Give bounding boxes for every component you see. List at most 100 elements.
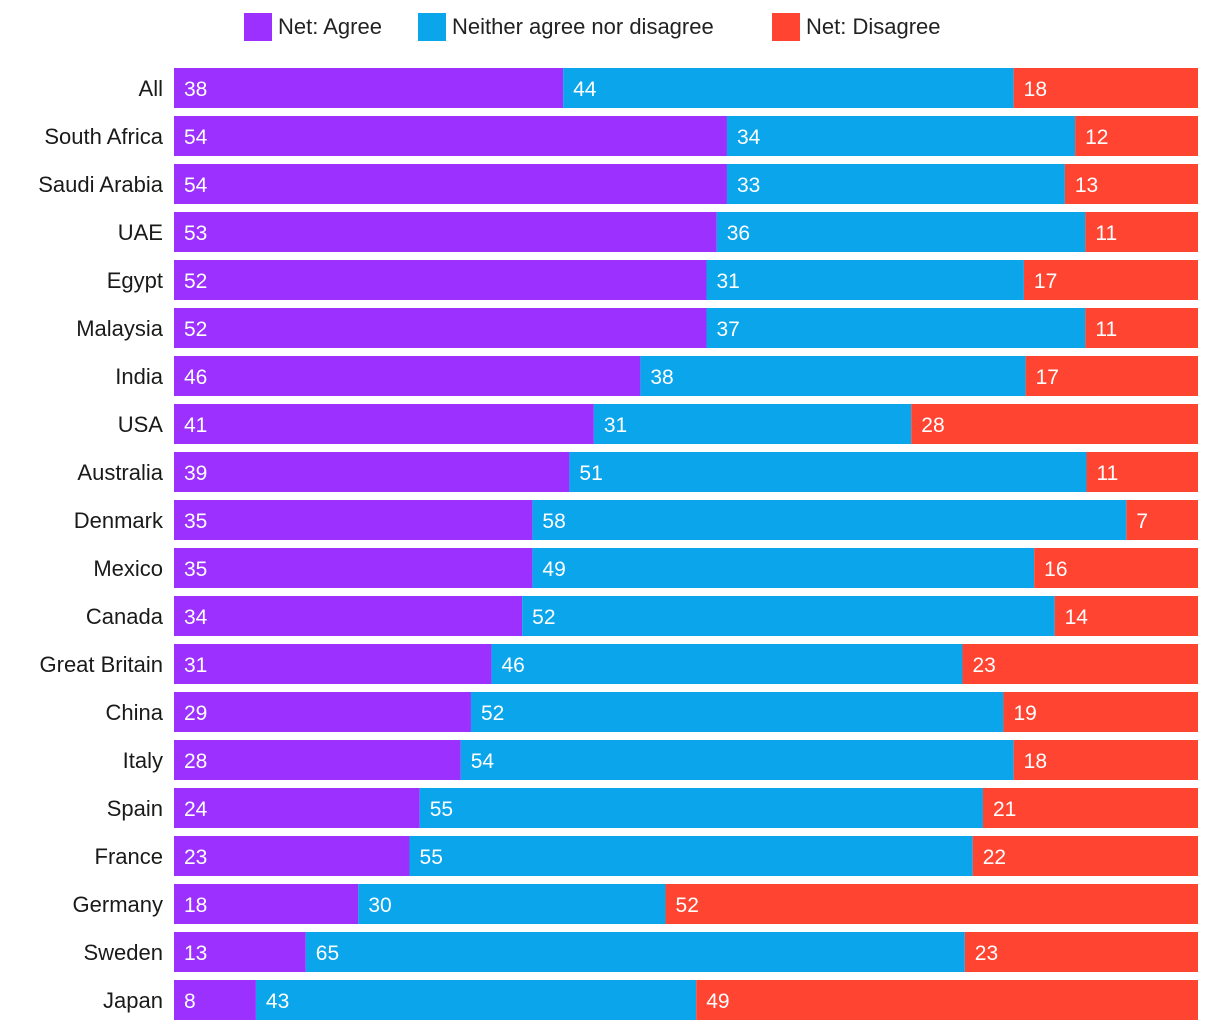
value-label-china-net-disagree: 19 (1013, 702, 1036, 725)
bar-segment-south-africa-neither-agree-nor-disagree (726, 116, 1076, 156)
legend-label-agree: Net: Agree (278, 14, 382, 39)
bar-segment-spain-neither-agree-nor-disagree (419, 788, 983, 828)
value-label-india-neither-agree-nor-disagree: 38 (650, 366, 673, 389)
bar-segment-sweden-net-agree (174, 932, 306, 972)
bar-segment-china-net-disagree (1003, 692, 1198, 732)
value-label-mexico-net-disagree: 16 (1044, 558, 1067, 581)
value-label-great-britain-net-agree: 31 (184, 654, 207, 677)
bar-segment-france-net-disagree (972, 836, 1198, 876)
category-label-germany: Germany (73, 892, 163, 917)
bar-segment-sweden-net-disagree (964, 932, 1198, 972)
value-label-china-neither-agree-nor-disagree: 52 (481, 702, 504, 725)
bar-segment-egypt-net-disagree (1023, 260, 1198, 300)
category-label-italy: Italy (123, 748, 163, 773)
bar-segment-australia-net-agree (174, 452, 570, 492)
category-label-japan: Japan (103, 988, 163, 1013)
value-label-denmark-neither-agree-nor-disagree: 58 (542, 510, 565, 533)
bar-segment-uae-net-disagree (1085, 212, 1198, 252)
value-label-malaysia-net-disagree: 11 (1095, 318, 1117, 341)
value-label-sweden-net-agree: 13 (184, 942, 207, 965)
bar-segment-malaysia-net-disagree (1085, 308, 1198, 348)
category-label-great-britain: Great Britain (40, 652, 164, 677)
bar-segment-spain-net-agree (174, 788, 420, 828)
bar-segment-saudi-arabia-net-agree (174, 164, 727, 204)
legend-swatch-disagree (772, 13, 800, 41)
value-label-australia-neither-agree-nor-disagree: 51 (579, 462, 602, 485)
value-label-uae-neither-agree-nor-disagree: 36 (727, 222, 750, 245)
category-label-australia: Australia (77, 460, 163, 485)
value-label-malaysia-neither-agree-nor-disagree: 37 (716, 318, 739, 341)
bar-segment-denmark-net-disagree (1126, 500, 1198, 540)
value-label-mexico-net-agree: 35 (184, 558, 207, 581)
value-label-denmark-net-disagree: 7 (1136, 510, 1148, 533)
bar-segment-uae-net-agree (174, 212, 717, 252)
bar-segment-denmark-neither-agree-nor-disagree (532, 500, 1127, 540)
value-label-spain-neither-agree-nor-disagree: 55 (430, 798, 453, 821)
bar-segment-india-net-agree (174, 356, 641, 396)
bar-segment-japan-net-disagree (696, 980, 1198, 1020)
value-label-great-britain-neither-agree-nor-disagree: 46 (501, 654, 524, 677)
value-label-japan-neither-agree-nor-disagree: 43 (266, 990, 289, 1013)
value-label-canada-neither-agree-nor-disagree: 52 (532, 606, 555, 629)
bar-segment-malaysia-net-agree (174, 308, 707, 348)
value-label-uae-net-disagree: 11 (1095, 222, 1117, 245)
value-label-germany-net-disagree: 52 (676, 894, 699, 917)
value-label-usa-neither-agree-nor-disagree: 31 (604, 414, 627, 437)
value-label-egypt-net-disagree: 17 (1034, 270, 1057, 293)
bar-segment-spain-net-disagree (982, 788, 1198, 828)
bar-segment-all-net-agree (174, 68, 564, 108)
bar-segment-canada-neither-agree-nor-disagree (522, 596, 1055, 636)
value-label-uae-net-agree: 53 (184, 222, 207, 245)
bar-segment-italy-net-disagree (1013, 740, 1198, 780)
bar-segment-denmark-net-agree (174, 500, 533, 540)
bar-segment-mexico-net-agree (174, 548, 533, 588)
bar-segment-usa-neither-agree-nor-disagree (593, 404, 912, 444)
value-label-usa-net-agree: 41 (184, 414, 207, 437)
value-label-spain-net-agree: 24 (184, 798, 208, 821)
value-label-usa-net-disagree: 28 (921, 414, 944, 437)
legend-item-agree: Net: Agree (244, 10, 382, 44)
bar-segment-germany-neither-agree-nor-disagree (358, 884, 666, 924)
value-label-france-net-agree: 23 (184, 846, 207, 869)
bar-segment-all-net-disagree (1013, 68, 1198, 108)
bar-segment-great-britain-net-disagree (962, 644, 1198, 684)
bar-segment-canada-net-disagree (1054, 596, 1198, 636)
value-label-germany-net-agree: 18 (184, 894, 207, 917)
category-label-china: China (106, 700, 164, 725)
bar-segment-india-net-disagree (1025, 356, 1198, 396)
category-label-mexico: Mexico (93, 556, 163, 581)
bar-segment-australia-net-disagree (1086, 452, 1198, 492)
value-label-saudi-arabia-neither-agree-nor-disagree: 33 (737, 174, 760, 197)
category-label-denmark: Denmark (74, 508, 164, 533)
value-label-egypt-neither-agree-nor-disagree: 31 (716, 270, 739, 293)
legend-swatch-neither (418, 13, 446, 41)
category-label-india: India (115, 364, 163, 389)
value-label-south-africa-net-agree: 54 (184, 126, 208, 149)
value-label-malaysia-net-agree: 52 (184, 318, 207, 341)
value-label-egypt-net-agree: 52 (184, 270, 207, 293)
bar-segment-china-neither-agree-nor-disagree (470, 692, 1004, 732)
value-label-all-neither-agree-nor-disagree: 44 (573, 78, 597, 101)
value-label-canada-net-agree: 34 (184, 606, 208, 629)
value-label-china-net-agree: 29 (184, 702, 207, 725)
bar-segment-saudi-arabia-neither-agree-nor-disagree (726, 164, 1065, 204)
legend-item-disagree: Net: Disagree (772, 10, 941, 44)
value-label-japan-net-disagree: 49 (706, 990, 729, 1013)
category-label-usa: USA (118, 412, 164, 437)
bar-segment-all-neither-agree-nor-disagree (563, 68, 1014, 108)
value-label-germany-neither-agree-nor-disagree: 30 (368, 894, 391, 917)
bar-segment-saudi-arabia-net-disagree (1064, 164, 1198, 204)
category-label-canada: Canada (86, 604, 164, 629)
bar-segment-japan-neither-agree-nor-disagree (255, 980, 697, 1020)
bar-segment-france-net-agree (174, 836, 410, 876)
bar-segment-egypt-net-agree (174, 260, 707, 300)
value-label-denmark-net-agree: 35 (184, 510, 207, 533)
bar-segment-mexico-neither-agree-nor-disagree (532, 548, 1035, 588)
value-label-saudi-arabia-net-disagree: 13 (1075, 174, 1098, 197)
bar-segment-germany-net-disagree (665, 884, 1198, 924)
category-label-south-africa: South Africa (44, 124, 163, 149)
value-label-sweden-net-disagree: 23 (975, 942, 998, 965)
bar-segment-south-africa-net-agree (174, 116, 727, 156)
bar-segment-usa-net-agree (174, 404, 594, 444)
